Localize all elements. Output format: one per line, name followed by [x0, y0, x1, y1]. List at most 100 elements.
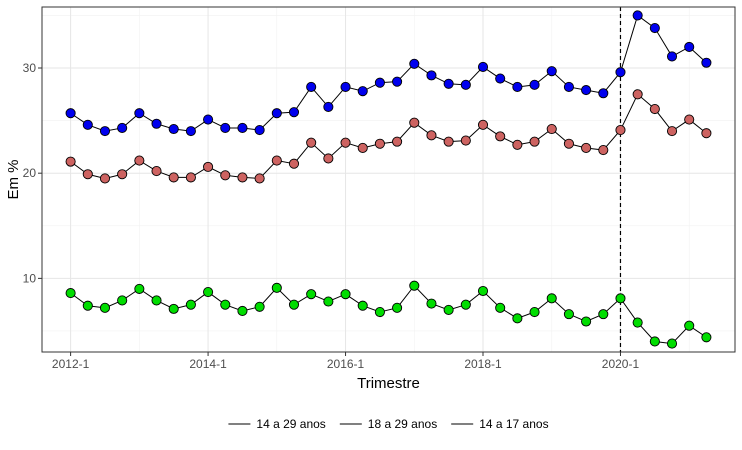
data-point	[271, 282, 282, 293]
data-point	[701, 128, 712, 139]
data-point	[374, 306, 385, 318]
grid	[42, 7, 735, 352]
data-point	[546, 123, 557, 135]
data-point	[288, 158, 300, 169]
data-point	[666, 338, 678, 349]
series-layer	[65, 10, 712, 349]
data-point	[409, 117, 420, 128]
data-point	[443, 304, 454, 315]
data-point	[477, 119, 489, 130]
data-point	[203, 114, 214, 125]
legend-label: 14 a 29 anos	[256, 417, 325, 431]
data-point	[632, 10, 643, 21]
data-point	[392, 76, 403, 87]
data-point	[117, 295, 128, 306]
data-point	[615, 125, 626, 136]
data-point	[220, 122, 231, 134]
data-point	[117, 122, 128, 134]
data-point	[340, 137, 351, 148]
y-tick-label: 20	[23, 166, 37, 180]
x-axis-title: Trimestre	[357, 375, 420, 392]
data-point	[220, 299, 231, 310]
series-2	[65, 89, 712, 184]
data-point	[495, 131, 506, 142]
data-point	[392, 136, 403, 147]
data-point	[581, 316, 592, 327]
data-point	[288, 299, 300, 310]
data-point	[357, 300, 368, 311]
data-point	[357, 86, 368, 97]
data-point	[392, 302, 403, 313]
data-point	[323, 153, 334, 164]
y-axis-title: Em %	[5, 159, 22, 199]
series-3	[65, 280, 712, 349]
data-point	[426, 130, 437, 141]
data-point	[99, 302, 111, 313]
data-point	[203, 286, 214, 298]
data-point	[495, 73, 506, 84]
data-point	[546, 66, 557, 77]
series-1	[65, 10, 712, 137]
data-point	[563, 138, 574, 149]
data-point	[82, 169, 93, 180]
data-point	[581, 142, 592, 153]
data-point	[323, 101, 334, 112]
data-point	[598, 144, 609, 156]
x-tick-label: 2014-1	[189, 357, 227, 371]
data-point	[254, 301, 265, 312]
data-point	[563, 309, 574, 320]
data-point	[65, 288, 76, 299]
data-point	[82, 300, 93, 311]
data-point	[477, 61, 489, 73]
data-point	[99, 173, 111, 184]
data-point	[443, 78, 454, 89]
legend-label: 14 a 17 anos	[479, 417, 548, 431]
data-point	[649, 103, 660, 115]
data-point	[701, 57, 712, 68]
data-point	[65, 156, 76, 167]
data-point	[99, 126, 111, 137]
data-point	[254, 125, 265, 136]
data-point	[271, 108, 282, 119]
data-point	[340, 81, 351, 92]
panel-border	[41, 6, 736, 353]
data-point	[306, 289, 317, 300]
legend-item-3: 14 a 17 anos	[451, 417, 549, 431]
x-tick-label: 2018-1	[464, 357, 502, 371]
data-point	[237, 305, 248, 317]
data-point	[168, 123, 179, 135]
data-point	[529, 79, 540, 90]
x-tick-label: 2020-1	[602, 357, 640, 371]
y-tick-label: 30	[23, 61, 37, 75]
data-point	[477, 285, 489, 297]
data-point	[65, 108, 76, 119]
data-point	[632, 89, 643, 100]
data-point	[134, 283, 145, 294]
data-point	[460, 135, 471, 146]
data-point	[185, 172, 196, 183]
data-point	[512, 313, 523, 324]
data-point	[598, 309, 609, 320]
data-point	[546, 293, 557, 304]
data-point	[151, 166, 162, 177]
data-point	[581, 85, 592, 96]
x-tick-label: 2016-1	[327, 357, 365, 371]
data-point	[306, 81, 317, 92]
data-point	[615, 67, 626, 78]
legend: 14 a 29 anos 18 a 29 anos 14 a 17 anos	[228, 417, 549, 431]
data-point	[598, 88, 609, 99]
data-point	[254, 173, 265, 184]
data-point	[529, 306, 540, 318]
data-point	[512, 139, 523, 150]
data-point	[185, 299, 196, 310]
data-point	[615, 293, 626, 304]
data-point	[460, 299, 471, 310]
legend-item-1: 14 a 29 anos	[228, 417, 326, 431]
data-point	[374, 138, 385, 149]
data-point	[151, 118, 162, 129]
data-point	[237, 122, 248, 134]
data-point	[340, 289, 351, 300]
data-point	[649, 22, 660, 34]
data-point	[323, 296, 334, 307]
x-tick-label: 2012-1	[52, 357, 90, 371]
